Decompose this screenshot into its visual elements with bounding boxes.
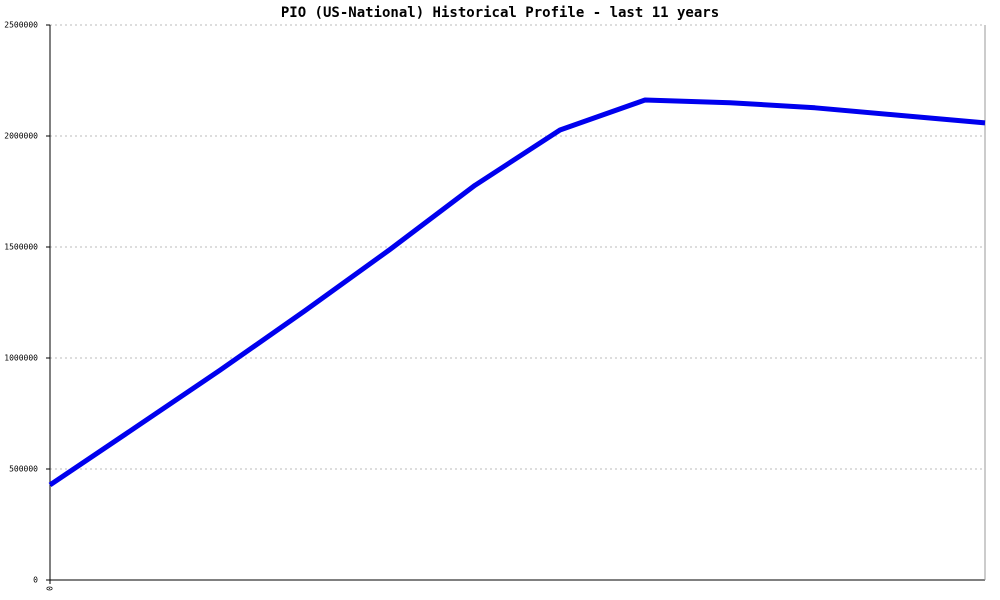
y-tick-label: 2500000 (4, 21, 38, 30)
y-tick-label: 1500000 (4, 243, 38, 252)
y-tick-label: 0 (33, 576, 38, 585)
x-tick-label: 0 (46, 586, 55, 591)
y-tick-label: 2000000 (4, 132, 38, 141)
chart-title: PIO (US-National) Historical Profile - l… (281, 5, 719, 21)
y-tick-label: 1000000 (4, 354, 38, 363)
data-line (48, 97, 986, 488)
y-tick-label: 500000 (9, 465, 38, 474)
